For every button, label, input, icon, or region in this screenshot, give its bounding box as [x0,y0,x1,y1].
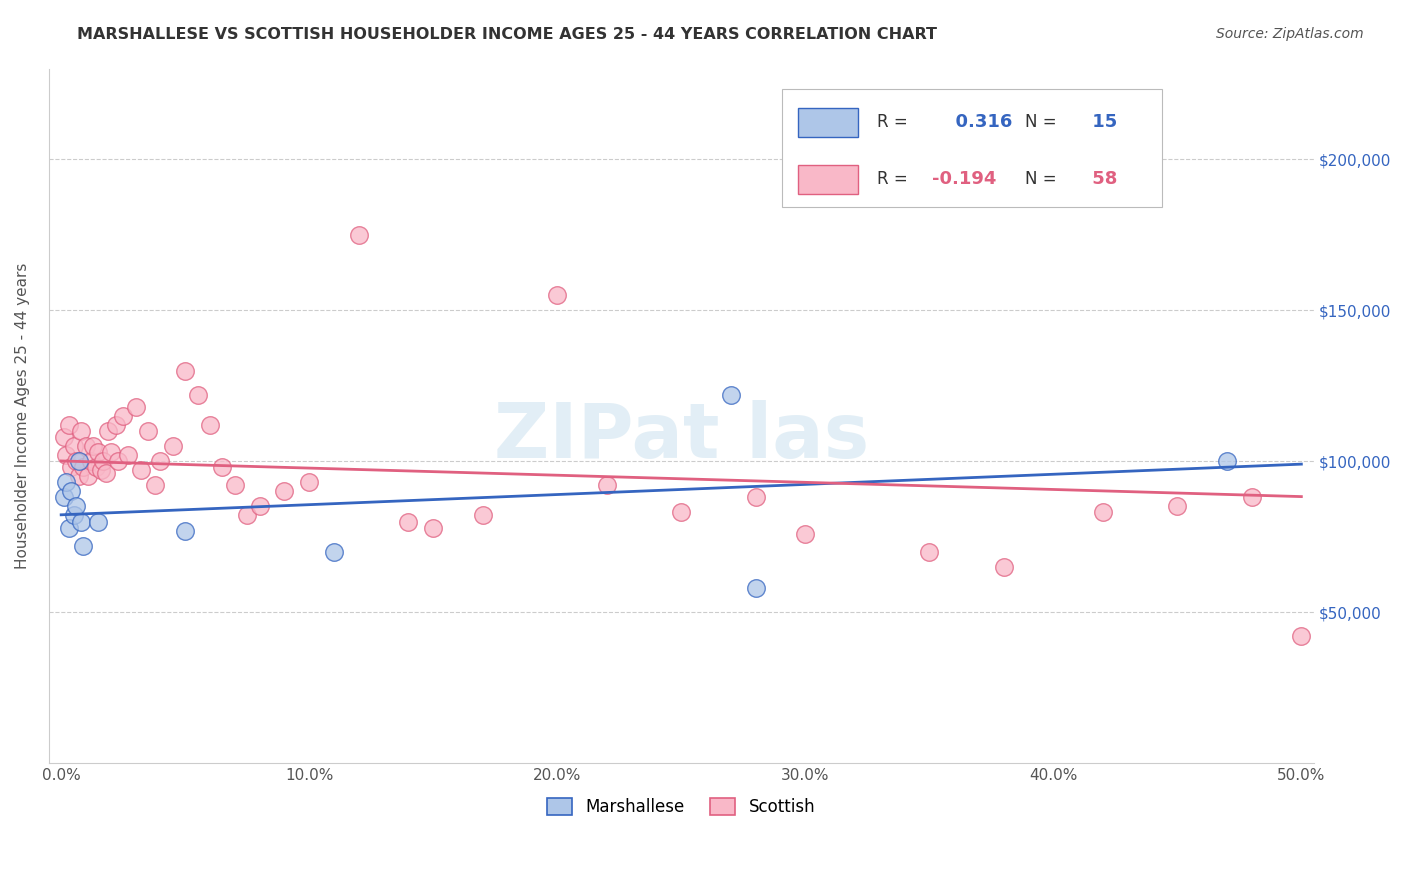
Point [347,227,370,242]
Point [744,581,766,595]
Point [1091,506,1114,520]
Point [72,460,94,475]
Point [422,520,444,534]
Point [671,506,693,520]
Point [744,491,766,505]
Point [145,478,167,492]
FancyBboxPatch shape [797,164,858,194]
Text: Source: ZipAtlas.com: Source: ZipAtlas.com [1216,27,1364,41]
Point [55,448,77,462]
Text: 58: 58 [1085,170,1118,188]
Point [52,491,75,505]
Point [162,439,184,453]
Point [149,454,172,468]
Point [58,520,80,534]
Point [236,508,259,523]
Point [211,460,233,475]
Point [993,559,1015,574]
Text: -0.194: -0.194 [932,170,995,188]
Point [1166,500,1188,514]
Point [471,508,494,523]
Point [107,454,129,468]
Text: R =: R = [877,170,908,188]
Text: ZIPat las: ZIPat las [494,400,869,474]
Point [794,526,817,541]
Point [273,484,295,499]
FancyBboxPatch shape [783,89,1161,208]
Point [249,500,271,514]
Point [94,466,117,480]
Point [87,445,110,459]
Point [720,387,742,401]
Point [117,448,139,462]
Point [112,409,135,423]
Point [70,424,93,438]
Point [90,463,112,477]
FancyBboxPatch shape [797,108,858,136]
Text: 0.316: 0.316 [943,113,1012,131]
Point [136,424,159,438]
Point [97,424,120,438]
Point [918,545,941,559]
Point [1216,454,1239,468]
Point [91,454,114,468]
Point [72,539,94,553]
Point [198,417,221,432]
Point [596,478,619,492]
Point [70,515,93,529]
Point [67,454,90,468]
Point [104,417,127,432]
Point [1389,648,1406,662]
Point [65,500,87,514]
Point [77,469,100,483]
Point [100,445,122,459]
Point [298,475,321,490]
Point [87,515,110,529]
Point [1365,506,1388,520]
Text: N =: N = [1025,113,1057,131]
Text: N =: N = [1025,170,1057,188]
Text: MARSHALLESE VS SCOTTISH HOUSEHOLDER INCOME AGES 25 - 44 YEARS CORRELATION CHART: MARSHALLESE VS SCOTTISH HOUSEHOLDER INCO… [77,27,938,42]
Point [55,475,77,490]
Point [62,439,84,453]
Point [84,460,107,475]
Point [546,288,568,302]
Point [187,387,209,401]
Point [52,430,75,444]
Point [82,439,104,453]
Text: R =: R = [877,113,908,131]
Point [1340,515,1362,529]
Point [80,454,103,468]
Point [67,469,90,483]
Point [124,400,146,414]
Y-axis label: Householder Income Ages 25 - 44 years: Householder Income Ages 25 - 44 years [15,262,30,569]
Point [75,439,97,453]
Point [174,524,197,538]
Point [58,417,80,432]
Point [129,463,152,477]
Point [174,363,197,377]
Point [1240,491,1263,505]
Point [62,508,84,523]
Point [65,454,87,468]
Text: 15: 15 [1085,113,1118,131]
Point [224,478,246,492]
Point [396,515,419,529]
Point [60,460,83,475]
Legend: Marshallese, Scottish: Marshallese, Scottish [538,789,824,824]
Point [323,545,346,559]
Point [60,484,83,499]
Point [1291,629,1313,643]
